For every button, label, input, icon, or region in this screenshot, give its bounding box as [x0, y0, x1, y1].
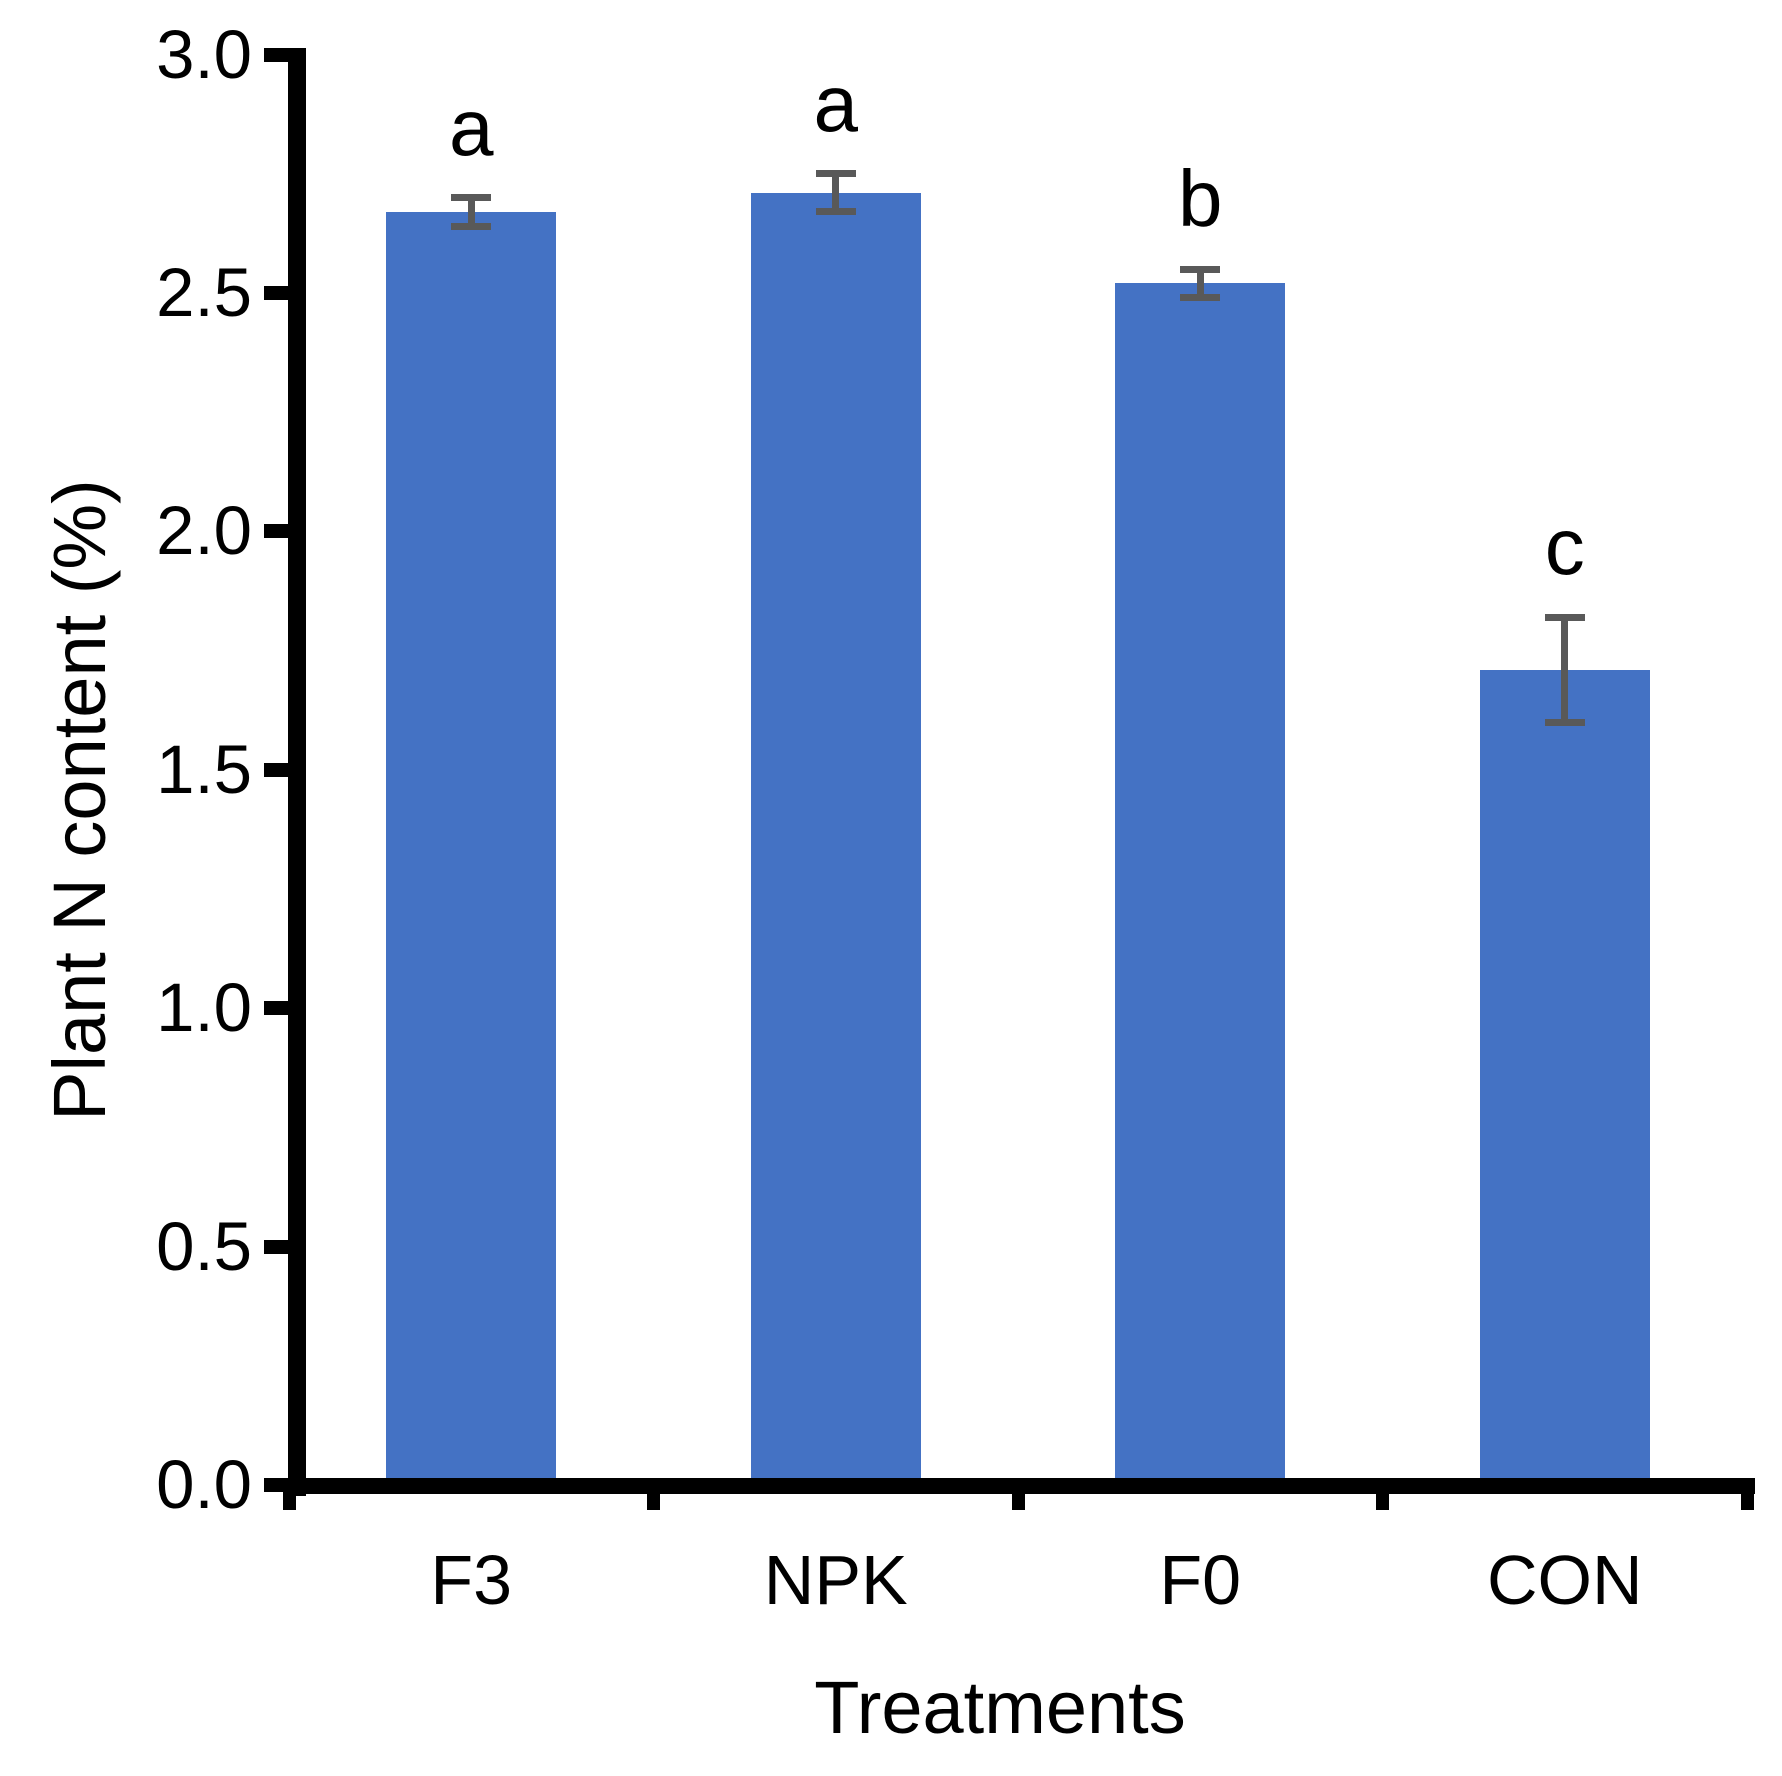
error-bar-cap-bottom	[1180, 294, 1221, 302]
x-tick-mark	[1376, 1478, 1389, 1510]
x-tick-mark	[647, 1478, 660, 1510]
error-bar-cap-top	[1544, 613, 1585, 621]
error-bar-line	[832, 173, 840, 212]
error-bar-cap-bottom	[815, 208, 856, 216]
category-label-f3: F3	[430, 1541, 513, 1619]
significance-letter-b: b	[1178, 154, 1223, 244]
error-bar-line	[1561, 617, 1569, 723]
error-bar-cap-top	[1180, 265, 1221, 273]
y-tick-label: 0.5	[156, 1207, 252, 1285]
y-tick-mark	[264, 1001, 288, 1016]
error-bar-line	[1196, 269, 1204, 298]
y-tick-label: 1.0	[156, 969, 252, 1047]
y-tick-mark	[264, 524, 288, 539]
y-tick-mark	[264, 1478, 288, 1492]
bar-f3	[386, 211, 557, 1486]
error-bar-line	[467, 197, 475, 227]
error-bar-cap-bottom	[1544, 718, 1585, 726]
significance-letter-a: a	[449, 82, 494, 172]
bar-f0	[1115, 283, 1286, 1486]
category-label-npk: NPK	[763, 1541, 908, 1619]
x-axis-title: Treatments	[814, 1666, 1186, 1749]
category-label-con: CON	[1486, 1541, 1643, 1619]
y-tick-label: 2.0	[156, 492, 252, 570]
significance-letter-c: c	[1544, 502, 1585, 592]
y-tick-mark	[264, 1239, 288, 1254]
y-tick-label: 3.0	[156, 15, 252, 93]
error-bar-cap-bottom	[451, 222, 492, 230]
y-axis-line	[288, 48, 306, 1496]
category-label-f0: F0	[1159, 1541, 1242, 1619]
y-tick-mark	[264, 286, 288, 300]
error-bar-cap-top	[451, 194, 492, 202]
error-bar-cap-top	[815, 170, 856, 178]
y-tick-mark	[264, 47, 288, 62]
y-tick-label: 1.5	[156, 730, 252, 808]
x-tick-mark	[1011, 1478, 1025, 1510]
y-tick-mark	[264, 762, 288, 777]
x-tick-mark	[1740, 1478, 1754, 1510]
y-tick-label: 2.5	[156, 254, 252, 331]
y-tick-label: 0.0	[156, 1446, 252, 1523]
significance-letter-a: a	[813, 58, 859, 148]
x-tick-mark	[282, 1478, 296, 1510]
bar-npk	[750, 192, 921, 1486]
bar-con	[1479, 669, 1650, 1486]
